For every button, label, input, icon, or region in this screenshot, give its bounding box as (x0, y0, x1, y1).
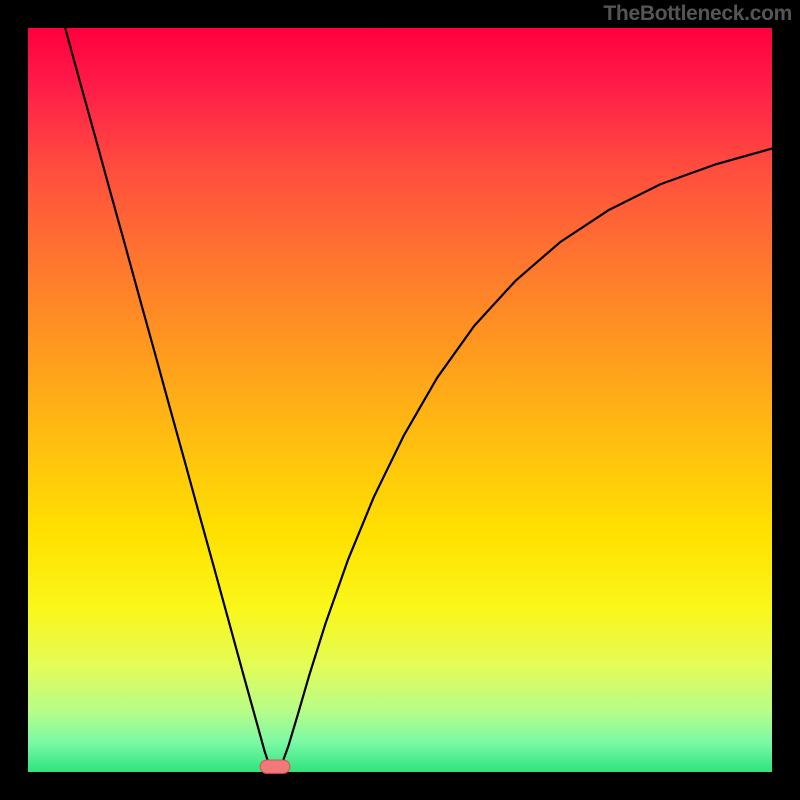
chart-container: TheBottleneck.com (0, 0, 800, 800)
optimal-point-marker (260, 760, 290, 773)
bottleneck-chart (0, 0, 800, 800)
watermark-label: TheBottleneck.com (603, 2, 792, 26)
